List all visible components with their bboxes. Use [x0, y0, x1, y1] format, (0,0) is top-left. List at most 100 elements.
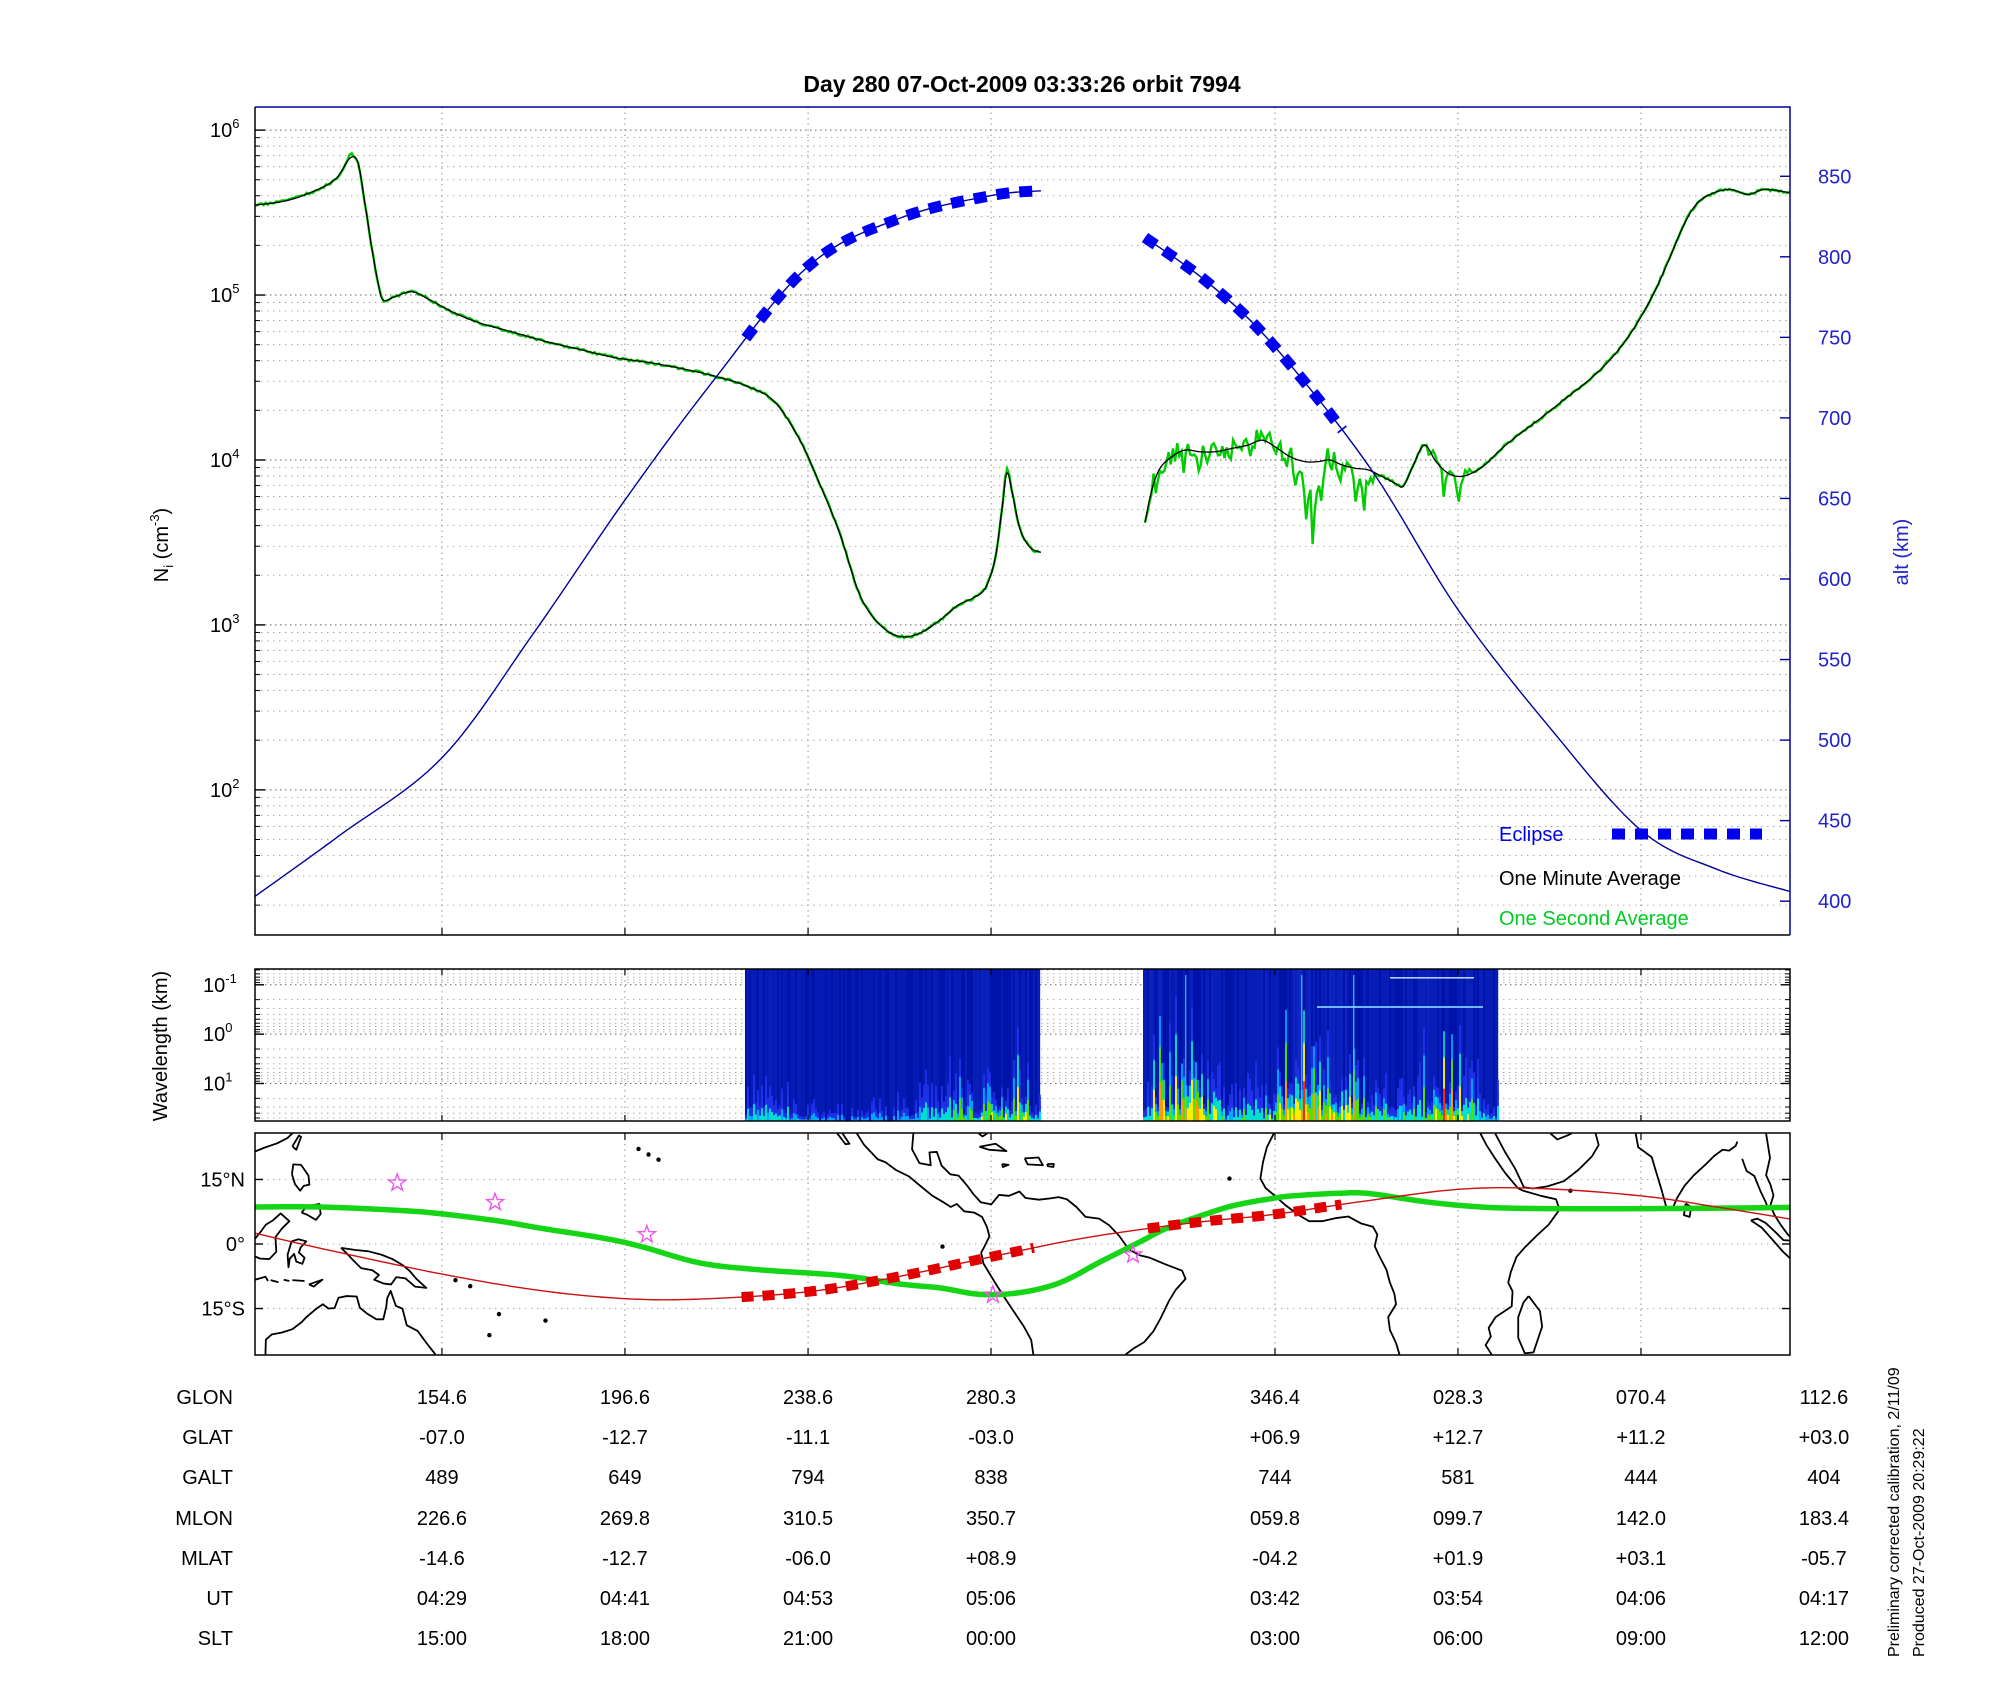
coastline: [1750, 1219, 1790, 1259]
coastline: [1741, 1158, 1770, 1210]
ground-track-map-panel: 15°N 0° 15°S: [200, 1132, 1791, 1356]
altitude-line: [255, 190, 1041, 897]
table-row-label: GALT: [182, 1467, 233, 1489]
island-dot: [636, 1146, 641, 1152]
table-row-label: UT: [206, 1588, 233, 1610]
table-cell: 794: [791, 1467, 824, 1489]
coastline: [978, 1133, 988, 1138]
table-cell: 04:29: [417, 1588, 467, 1610]
island-dot: [543, 1318, 548, 1323]
legend-label-one-minute-average: One Minute Average: [1499, 868, 1681, 890]
table-cell: 04:17: [1799, 1588, 1849, 1610]
density-altitude-panel: 106 105 104 103 102 850 800 750 700 650 600 550 500 4…: [210, 106, 1851, 936]
coastline: [286, 1238, 308, 1269]
table-cell: 183.4: [1799, 1508, 1849, 1530]
ground-track-line: [255, 1186, 1790, 1301]
magnetic-dip-equator-line: [255, 1189, 1790, 1298]
table-cell: 154.6: [417, 1387, 467, 1409]
island-dot: [468, 1283, 473, 1289]
table-cell: 280.3: [966, 1387, 1016, 1409]
table-row: SLT 15:00 18:00 21:00 00:00 03:00 06:00 09:00 12…: [198, 1628, 1849, 1650]
altitude-tick-label: 850: [1818, 166, 1851, 188]
table-cell: 744: [1258, 1467, 1291, 1489]
axis-titles: Ni​ (cm-3​) alt (km) Wavelength (km): [147, 508, 1913, 1121]
table-cell: 028.3: [1433, 1387, 1483, 1409]
one-second-average-line: [255, 151, 1041, 640]
table-cell: 404: [1807, 1467, 1840, 1489]
axis-tick-label: 103: [210, 611, 239, 637]
legend-label-one-second-average: One Second Average: [1499, 908, 1689, 930]
island-dot: [487, 1333, 492, 1338]
table-cell: 489: [425, 1467, 458, 1489]
table-cell: 196.6: [600, 1387, 650, 1409]
latitude-tick-label: 15°S: [201, 1299, 245, 1321]
coastline: [308, 1278, 324, 1288]
island-dot: [453, 1277, 458, 1283]
altitude-tick-label: 400: [1818, 891, 1851, 913]
ground-station-star-icon: [636, 1223, 658, 1244]
altitude-tick-label: 650: [1818, 488, 1851, 510]
axis-tick-label: 101: [203, 1069, 232, 1095]
map-frame: [254, 1132, 1791, 1356]
table-row: MLON 226.6 269.8 310.5 350.7 059.8 099.7 142.0 1…: [175, 1508, 1849, 1530]
coastline: [291, 1134, 302, 1151]
table-cell: -03.0: [968, 1427, 1014, 1449]
altitude-tick-label: 800: [1818, 247, 1851, 269]
table-cell: 04:41: [600, 1588, 650, 1610]
density-axis-label: Ni​ (cm-3​): [147, 508, 176, 582]
coastline: [1517, 1295, 1544, 1355]
coastline: [255, 1212, 291, 1260]
table-cell: 346.4: [1250, 1387, 1300, 1409]
coastline: [1494, 1133, 1600, 1190]
ground-track-dashed-segment: [741, 1242, 1035, 1303]
island-dot: [656, 1157, 661, 1162]
one-minute-average-line: [255, 155, 1042, 638]
coastline: [1001, 1163, 1010, 1168]
table-row-label: MLON: [175, 1508, 233, 1530]
table-cell: 04:53: [783, 1588, 833, 1610]
table-row: UT 04:29 04:41 04:53 05:06 03:42 03:54 04:06 04:…: [206, 1588, 1849, 1610]
coastline: [1750, 1217, 1790, 1242]
axis-tick-label: 105: [210, 281, 239, 307]
ground-station-star-icon: [386, 1171, 408, 1192]
altitude-tick-label: 600: [1818, 569, 1851, 591]
wavelength-spectrogram-panel: 10-1 100 101: [203, 968, 1791, 1122]
table-cell: 350.7: [966, 1508, 1016, 1530]
coastline: [1259, 1133, 1401, 1355]
table-cell: 142.0: [1616, 1508, 1666, 1530]
table-cell: +06.9: [1250, 1427, 1301, 1449]
altitude-tick-label: 750: [1818, 327, 1851, 349]
coastline: [1046, 1163, 1055, 1168]
coastline: [911, 1133, 1187, 1355]
island-dot: [1227, 1176, 1232, 1181]
table-row: MLAT -14.6 -12.7 -06.0 +08.9 -04.2 +01.9 +03.1 -…: [181, 1548, 1847, 1570]
island-dot: [646, 1152, 651, 1157]
coastline: [255, 1275, 269, 1282]
table-cell: -04.2: [1252, 1548, 1298, 1570]
table-row-label: GLON: [176, 1387, 233, 1409]
eclipse-marker-line: [1141, 232, 1347, 434]
table-row-label: SLT: [198, 1628, 233, 1650]
top-panel-frame-left-bottom: [254, 107, 1790, 936]
table-row-label: MLAT: [181, 1548, 233, 1570]
altitude-tick-label: 450: [1818, 811, 1851, 833]
legend-label-eclipse: Eclipse: [1499, 824, 1563, 846]
table-cell: 00:00: [966, 1628, 1016, 1650]
table-cell: 838: [974, 1467, 1007, 1489]
ground-station-star-icon: [1122, 1243, 1144, 1264]
one-minute-average-line: [1144, 188, 1790, 523]
table-cell: 310.5: [783, 1508, 833, 1530]
table-cell: +01.9: [1433, 1548, 1484, 1570]
wavelength-axis-label: Wavelength (km): [150, 971, 172, 1121]
ground-track-dashed-segment: [1147, 1199, 1343, 1234]
coastline: [292, 1279, 305, 1282]
table-cell: 070.4: [1616, 1387, 1666, 1409]
table-row: GLAT -07.0 -12.7 -11.1 -03.0 +06.9 +12.7 +11.2 +…: [182, 1427, 1849, 1449]
table-cell: 649: [608, 1467, 641, 1489]
coastline: [1634, 1133, 1739, 1210]
altitude-tick-label: 550: [1818, 650, 1851, 672]
table-cell: 226.6: [417, 1508, 467, 1530]
spectrogram-frame: [254, 968, 1791, 1122]
